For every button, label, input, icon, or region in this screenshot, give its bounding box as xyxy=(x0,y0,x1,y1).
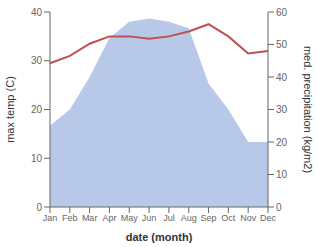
svg-text:date (month): date (month) xyxy=(126,231,193,243)
svg-text:20: 20 xyxy=(31,104,43,115)
svg-text:30: 30 xyxy=(276,104,288,115)
svg-text:Sep: Sep xyxy=(201,213,217,223)
svg-text:Feb: Feb xyxy=(62,213,78,223)
svg-text:Jul: Jul xyxy=(163,213,175,223)
svg-text:30: 30 xyxy=(31,55,43,66)
svg-text:max temp (C): max temp (C) xyxy=(8,76,16,143)
svg-text:60: 60 xyxy=(276,7,288,18)
svg-text:40: 40 xyxy=(31,7,43,18)
svg-text:0: 0 xyxy=(276,202,282,213)
svg-text:Oct: Oct xyxy=(221,213,236,223)
svg-text:Jan: Jan xyxy=(43,213,58,223)
svg-text:50: 50 xyxy=(276,39,288,50)
svg-text:Jun: Jun xyxy=(142,213,157,223)
svg-text:Mar: Mar xyxy=(82,213,98,223)
svg-text:med. precipitation (kg/m2): med. precipitation (kg/m2) xyxy=(302,46,310,173)
svg-text:Nov: Nov xyxy=(240,213,257,223)
svg-text:10: 10 xyxy=(31,153,43,164)
svg-text:40: 40 xyxy=(276,72,288,83)
svg-text:May: May xyxy=(121,213,139,223)
svg-text:Apr: Apr xyxy=(102,213,116,223)
svg-text:Aug: Aug xyxy=(181,213,197,223)
svg-text:Dec: Dec xyxy=(260,213,277,223)
svg-text:20: 20 xyxy=(276,137,288,148)
svg-text:10: 10 xyxy=(276,169,288,180)
svg-text:0: 0 xyxy=(36,202,42,213)
